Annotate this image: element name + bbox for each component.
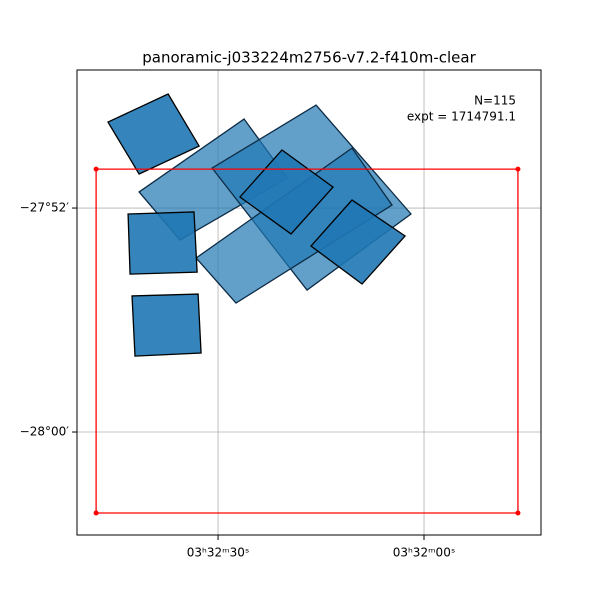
annotation: N=115 <box>474 94 516 108</box>
footprint <box>131 293 202 357</box>
chart-title: panoramic-j033224m2756-v7.2-f410m-clear <box>142 49 476 67</box>
vertex-marker <box>515 166 521 172</box>
y-tick-label: −28°00′ <box>20 425 70 439</box>
annotation: expt = 1714791.1 <box>407 110 516 124</box>
vertex-marker <box>93 166 99 172</box>
footprint <box>238 149 335 235</box>
footprint <box>107 93 201 175</box>
y-tick-label: −27°52′ <box>20 201 70 215</box>
x-tick-label: 03ʰ32ᵐ30ˢ <box>187 546 250 560</box>
plot-frame <box>76 69 542 536</box>
vertex-marker <box>515 510 521 516</box>
footprint <box>310 199 407 285</box>
x-tick-label: 03ʰ32ᵐ00ˢ <box>393 546 456 560</box>
footprint <box>127 211 198 275</box>
vertex-marker <box>93 510 99 516</box>
